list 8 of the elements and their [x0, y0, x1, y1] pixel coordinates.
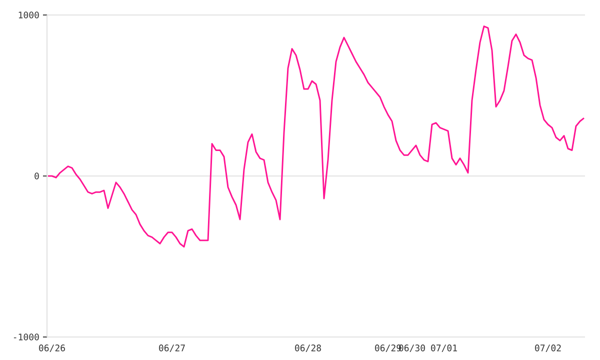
x-tick-label: 06/27 [159, 344, 185, 352]
y-tick-label: -1000 [14, 334, 39, 340]
x-tick-label: 07/01 [431, 344, 457, 352]
y-tick-label: 1000 [18, 12, 39, 18]
x-tick-label: 06/28 [295, 344, 321, 352]
x-tick-label: 07/02 [535, 344, 561, 352]
y-tick-label: 0 [34, 172, 39, 180]
x-tick-label: 06/26 [39, 344, 65, 352]
